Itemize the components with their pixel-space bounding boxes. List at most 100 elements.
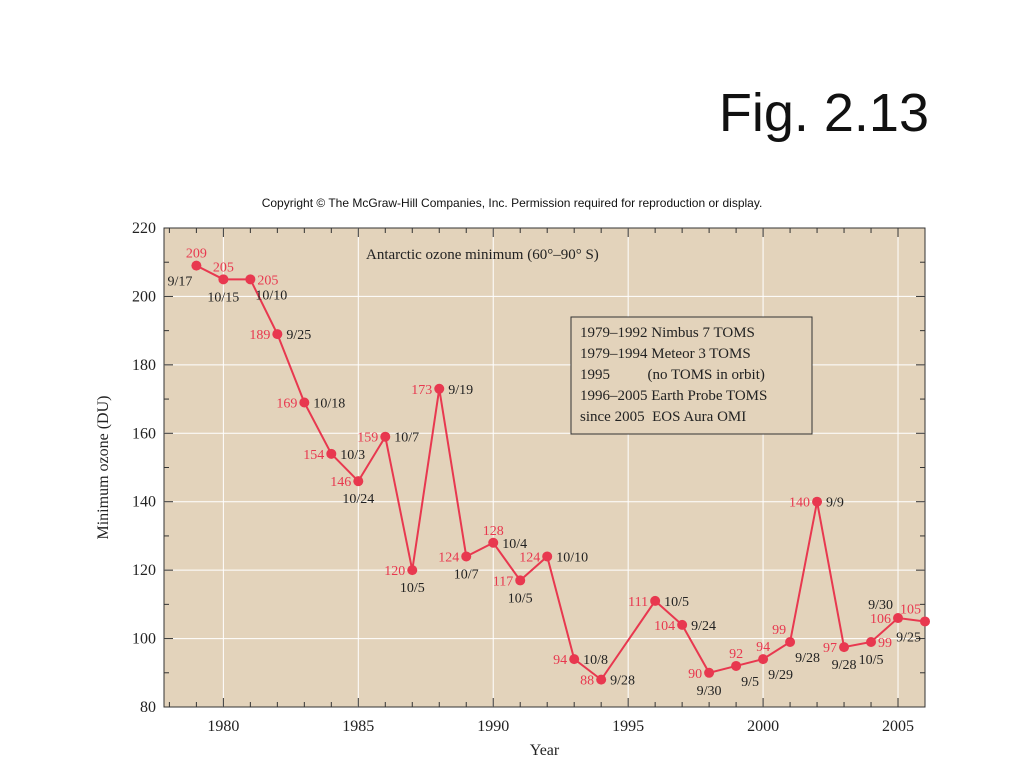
date-label-1991: 10/5 [508,591,533,606]
value-label-2006: 105 [900,602,921,617]
value-label-2004: 99 [878,636,892,651]
data-point-2001 [785,636,796,647]
date-label-1985: 10/24 [342,492,374,507]
data-point-1990 [488,537,499,548]
date-label-1981: 10/10 [255,288,287,303]
value-label-1987: 120 [384,564,405,579]
x-tick-label-2000: 2000 [747,718,779,735]
value-label-1988: 173 [411,383,432,398]
slide-title: Fig. 2.13 [718,83,929,143]
data-point-1993 [569,654,580,665]
data-point-1986 [380,431,391,442]
legend-entry-1: 1979–1994 Meteor 3 TOMS [580,346,751,362]
date-label-2003: 9/28 [832,658,857,673]
data-point-1987 [407,565,418,576]
value-label-1998: 90 [688,667,702,682]
legend: 1979–1992 Nimbus 7 TOMS 1979–1994 Meteor … [570,316,813,435]
y-tick-label-200: 200 [132,288,156,305]
legend-entry-3: 1996–2005 Earth Probe TOMS [580,388,767,404]
date-label-1986: 10/7 [394,431,419,446]
date-label-1993: 10/8 [583,653,608,668]
date-label-2001: 9/28 [795,651,820,666]
value-label-2001: 99 [772,623,786,638]
value-label-1997: 104 [654,619,675,634]
value-label-1984: 154 [303,448,324,463]
data-point-2002 [812,496,823,507]
value-label-1986: 159 [357,431,378,446]
date-label-1999: 9/5 [741,675,759,690]
data-point-1985 [353,476,364,487]
date-label-2005: 9/30 [868,598,893,613]
y-tick-label-180: 180 [132,357,156,374]
y-axis-label: Minimum ozone (DU) [95,396,112,540]
date-label-1989: 10/7 [454,567,479,582]
value-label-1981: 205 [257,273,278,288]
value-label-2005: 106 [870,612,891,627]
value-label-1996: 111 [628,595,648,610]
series-ozone-minimum [191,260,930,685]
date-label-1987: 10/5 [400,581,425,596]
date-label-1988: 9/19 [448,383,473,398]
data-point-2000 [758,654,769,665]
date-label-1979: 9/17 [167,275,192,290]
data-point-2006 [920,616,930,627]
data-point-2004 [866,636,877,647]
y-tick-label-220: 220 [132,220,156,237]
data-point-1997 [677,619,688,630]
date-label-1984: 10/3 [340,448,365,463]
data-point-1983 [299,397,310,408]
date-label-1992: 10/10 [556,550,588,565]
plot-area [163,227,926,708]
data-point-1988 [434,383,445,394]
data-point-1981 [245,274,256,285]
legend-entry-4: since 2005 EOS Aura OMI [580,409,746,425]
value-label-1990: 128 [483,524,504,539]
y-tick-label-140: 140 [132,494,156,511]
value-label-1979: 209 [186,247,207,262]
axis-ticks: 1980 1985 1990 1995 2000 2005 80 100 120 140 160 18… [132,220,926,735]
value-label-1985: 146 [330,475,351,490]
x-tick-label-1995: 1995 [612,718,644,735]
value-label-1999: 92 [729,647,743,662]
date-label-1980: 10/15 [207,290,239,305]
value-label-2002: 140 [789,496,810,511]
copyright-notice: Copyright © The McGraw-Hill Companies, I… [261,196,763,210]
data-point-1994 [596,674,607,685]
value-label-1993: 94 [553,653,567,668]
x-axis-label: Year [530,742,560,759]
value-label-1994: 88 [580,674,594,689]
value-label-1982: 189 [249,328,270,343]
data-point-1989 [461,551,472,562]
data-point-1980 [218,274,229,285]
data-point-1998 [704,667,715,678]
data-point-1991 [515,575,526,586]
value-label-1983: 169 [276,396,297,411]
y-tick-label-120: 120 [132,562,156,579]
date-label-2000: 9/29 [768,668,793,683]
data-point-2005 [893,613,904,624]
data-point-1984 [326,448,337,459]
date-label-1983: 10/18 [313,396,345,411]
data-point-2003 [839,642,850,653]
value-label-1989: 124 [438,550,459,565]
x-tick-label-2005: 2005 [882,718,914,735]
data-point-1979 [191,260,202,271]
date-label-1994: 9/28 [610,674,635,689]
x-tick-label-1990: 1990 [477,718,509,735]
date-label-1998: 9/30 [697,684,722,699]
y-tick-label-80: 80 [140,699,156,716]
date-label-2004: 10/5 [859,653,884,668]
data-point-1992 [542,551,553,562]
value-label-2000: 94 [756,640,770,655]
value-label-1992: 124 [519,550,540,565]
legend-frame [570,316,813,435]
data-point-1982 [272,329,283,340]
legend-entry-0: 1979–1992 Nimbus 7 TOMS [580,325,755,341]
x-tick-label-1985: 1985 [342,718,374,735]
data-point-1999 [731,660,742,671]
y-tick-label-160: 160 [132,425,156,442]
date-label-2002: 9/9 [826,496,844,511]
grid [164,228,925,707]
